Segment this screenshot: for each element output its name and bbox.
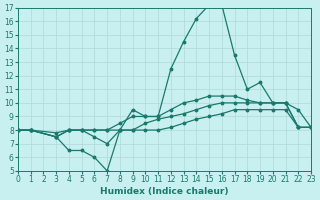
- X-axis label: Humidex (Indice chaleur): Humidex (Indice chaleur): [100, 187, 229, 196]
